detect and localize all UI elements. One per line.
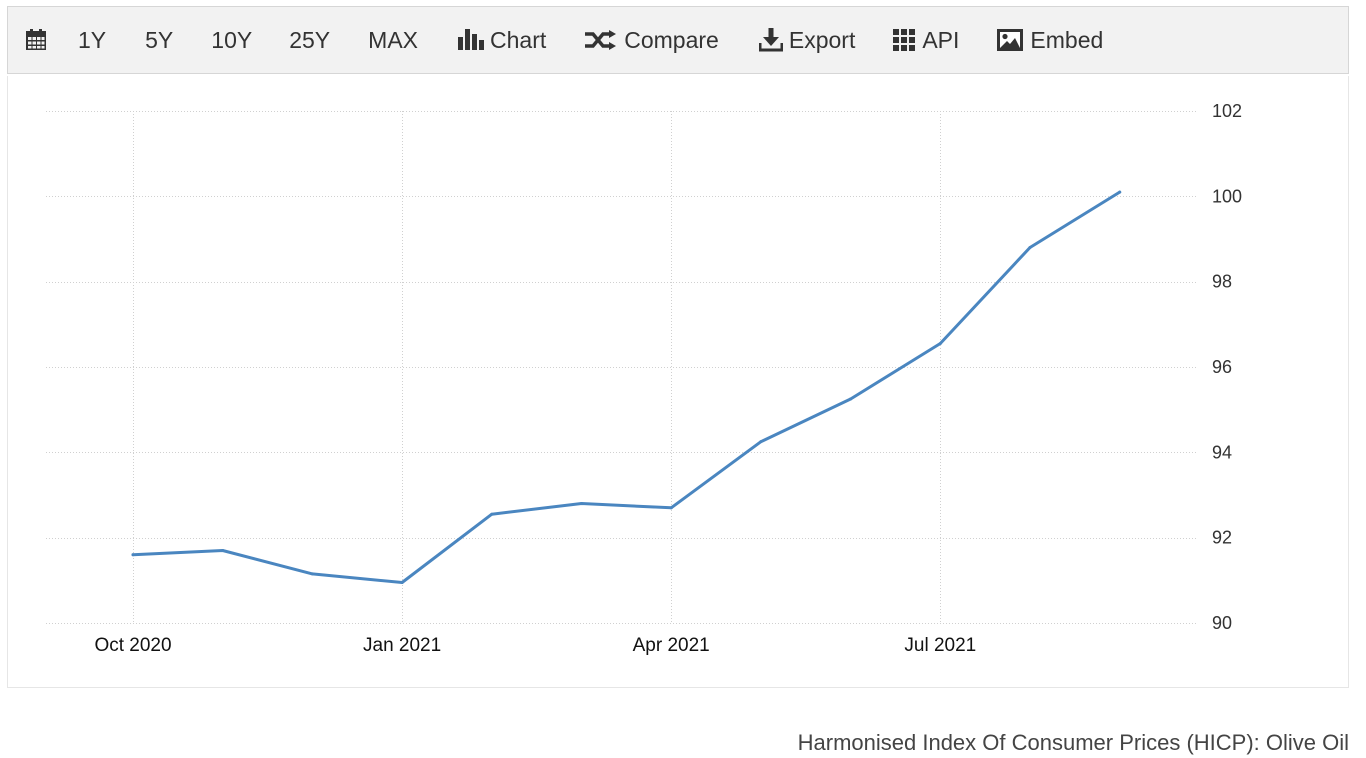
data-point-2020-12[interactable] xyxy=(310,572,314,576)
horizontal-gridlines xyxy=(46,111,1198,624)
range-1y-label: 1Y xyxy=(78,26,107,53)
x-tick-label-2021-01: Jan 2021 xyxy=(363,635,441,656)
chart-source-caption: Harmonised Index Of Consumer Prices (HIC… xyxy=(797,730,1349,755)
data-point-2021-01[interactable] xyxy=(400,580,404,584)
embed-button[interactable]: Embed xyxy=(997,7,1103,73)
x-axis-ticks: Oct 2020 Jan 2021 Apr 2021 Jul 2021 xyxy=(94,635,976,656)
y-tick-label-92: 92 xyxy=(1212,528,1232,548)
x-tick-label-2021-04: Apr 2021 xyxy=(633,635,710,656)
shuffle-icon xyxy=(585,30,617,50)
line-chart: 90 92 94 96 98 100 102 Oct 2020 Jan 2021 Apr 202… xyxy=(46,101,1242,656)
data-point-2021-08[interactable] xyxy=(1028,246,1032,250)
data-point-2021-03[interactable] xyxy=(580,502,583,506)
range-10y-label: 10Y xyxy=(211,26,253,53)
x-tick-label-2020-10: Oct 2020 xyxy=(94,635,171,656)
compare-label: Compare xyxy=(624,26,719,53)
data-point-2021-02[interactable] xyxy=(490,512,494,516)
data-point-2021-04[interactable] xyxy=(669,506,673,510)
series-line-0 xyxy=(131,190,1122,584)
series-group xyxy=(131,190,1122,584)
range-1y-button[interactable]: 1Y xyxy=(78,7,106,73)
data-point-2020-10[interactable] xyxy=(131,553,135,557)
data-point-2021-06[interactable] xyxy=(849,397,853,401)
y-tick-label-90: 90 xyxy=(1212,613,1232,633)
grid-icon xyxy=(893,29,916,51)
y-tick-label-94: 94 xyxy=(1212,442,1232,462)
range-10y-button[interactable]: 10Y xyxy=(211,7,252,73)
range-5y-label: 5Y xyxy=(145,26,174,53)
chart-label: Chart xyxy=(490,26,547,53)
data-point-2021-07[interactable] xyxy=(938,342,942,346)
y-axis-ticks: 90 92 94 96 98 100 102 xyxy=(1212,101,1242,633)
y-tick-label-98: 98 xyxy=(1212,272,1232,292)
calendar-button[interactable] xyxy=(25,7,47,73)
export-button[interactable]: Export xyxy=(758,7,856,73)
range-max-label: MAX xyxy=(368,26,418,53)
y-tick-label-102: 102 xyxy=(1212,101,1242,121)
range-max-button[interactable]: MAX xyxy=(368,7,418,73)
data-point-2021-09[interactable] xyxy=(1118,190,1122,194)
export-label: Export xyxy=(788,26,856,53)
toolbar: 1Y 5Y 10Y 25Y MAX Chart Compare xyxy=(7,6,1349,74)
vertical-gridlines xyxy=(133,111,941,623)
bar-chart-icon xyxy=(458,29,484,50)
download-icon xyxy=(758,28,783,52)
image-icon xyxy=(997,29,1024,51)
api-button[interactable]: API xyxy=(893,7,959,73)
calendar-icon xyxy=(26,29,46,50)
y-tick-label-96: 96 xyxy=(1212,357,1232,377)
range-5y-button[interactable]: 5Y xyxy=(145,7,173,73)
embed-label: Embed xyxy=(1030,26,1104,53)
data-point-2021-05[interactable] xyxy=(759,440,763,444)
range-25y-button[interactable]: 25Y xyxy=(289,7,330,73)
compare-button[interactable]: Compare xyxy=(584,7,719,73)
chart-button[interactable]: Chart xyxy=(458,7,546,73)
y-tick-label-100: 100 xyxy=(1212,186,1242,206)
chart-panel: 90 92 94 96 98 100 102 Oct 2020 Jan 2021 Apr 202… xyxy=(7,76,1349,688)
api-label: API xyxy=(922,26,960,53)
data-point-2020-11[interactable] xyxy=(221,548,225,552)
x-tick-label-2021-07: Jul 2021 xyxy=(904,635,976,656)
range-25y-label: 25Y xyxy=(289,26,331,53)
